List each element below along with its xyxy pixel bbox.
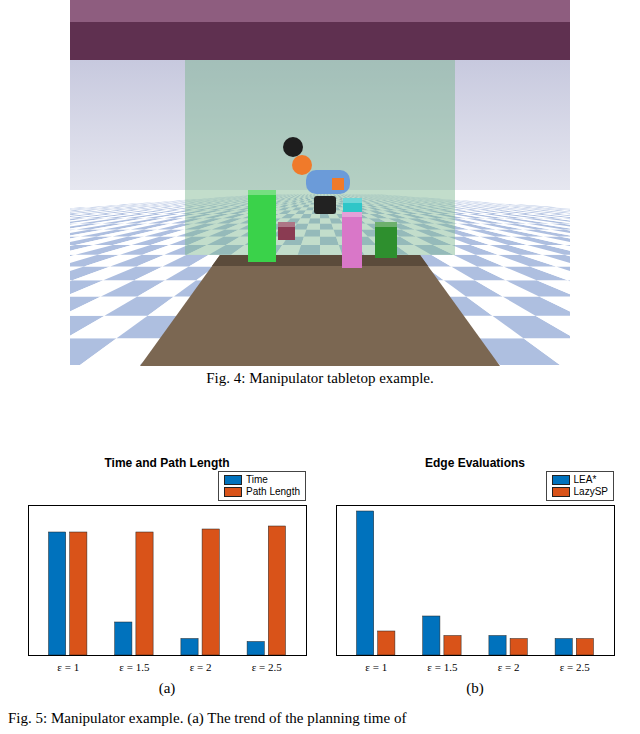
svg-text:ε = 2: ε = 2 [190,661,212,673]
svg-text:ε = 2.5: ε = 2.5 [252,661,283,673]
html-text:Fig. 4: Manipulator tabletop e: Fig. 4: Manipulator tabletop example. [206,370,434,386]
html-text:Time: Time [246,474,268,485]
svg-text:ε = 2: ε = 2 [498,661,520,673]
html-text:LEA*: LEA* [573,474,597,485]
svg-text:ε = 1.5: ε = 1.5 [119,661,150,673]
svg-text:ε = 1: ε = 1 [57,661,79,673]
html-text:(a): (a) [158,680,176,696]
svg-text:ε = 1.5: ε = 1.5 [427,661,458,673]
html-text:Fig. 5: Manipulator example. (: Fig. 5: Manipulator example. (a) The tre… [8,710,407,726]
svg-text:ε = 2.5: ε = 2.5 [560,661,591,673]
svg-text:ε = 1: ε = 1 [365,661,387,673]
html-text:(b): (b) [466,680,484,696]
html-text:Path Length: Path Length [246,486,300,497]
html-text:LazySP: LazySP [573,486,608,497]
html-text:Edge Evaluations: Edge Evaluations [425,456,525,470]
html-text:Time and Path Length: Time and Path Length [104,456,230,470]
